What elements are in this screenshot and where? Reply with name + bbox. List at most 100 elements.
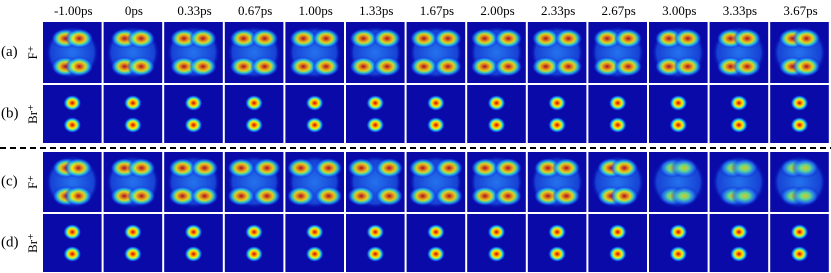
image-cell <box>43 85 102 143</box>
image-cell <box>346 85 405 143</box>
lobe <box>733 28 762 49</box>
lobe <box>554 28 583 49</box>
image-cell <box>43 214 102 272</box>
spot <box>729 246 748 262</box>
lobe <box>792 28 821 49</box>
lobe <box>792 56 821 77</box>
lobe <box>189 28 217 49</box>
spot <box>548 95 567 111</box>
row-label: (c) <box>1 173 18 189</box>
lobe <box>189 56 217 77</box>
column-label: 2.00ps <box>480 3 514 18</box>
column-label: 3.33ps <box>723 3 757 18</box>
lobe <box>673 56 702 77</box>
lobe <box>349 28 378 49</box>
lobe <box>494 28 523 49</box>
lobe <box>64 186 93 206</box>
lobe <box>470 56 499 77</box>
column-label: 0ps <box>125 3 143 18</box>
spot <box>123 224 142 240</box>
lobe <box>673 28 702 49</box>
image-cell <box>527 85 587 143</box>
lobe <box>730 186 759 206</box>
lobe <box>470 186 499 206</box>
lobe <box>312 28 341 49</box>
spot <box>123 95 142 111</box>
lobe <box>65 28 94 49</box>
row-label: (a) <box>1 44 18 60</box>
lobe <box>614 56 643 77</box>
image-cell <box>346 214 405 272</box>
spot <box>245 95 264 111</box>
lobe <box>470 28 499 49</box>
lobe <box>250 56 279 77</box>
spot <box>366 117 385 133</box>
column-label: 1.67ps <box>420 3 454 18</box>
lobe <box>552 186 581 206</box>
image-cell <box>164 214 223 272</box>
spot <box>63 95 82 111</box>
column-label: 1.33ps <box>359 3 393 18</box>
lobe <box>252 186 281 206</box>
ion-label: F⁺ <box>25 45 40 59</box>
lobe <box>168 158 197 178</box>
lobe <box>252 158 281 178</box>
lobe <box>433 28 462 49</box>
lobe <box>610 158 639 178</box>
image-cell <box>164 85 223 143</box>
lobe <box>190 158 219 178</box>
lobe <box>730 158 759 178</box>
lobe <box>314 186 343 206</box>
spot <box>669 246 688 262</box>
lobe <box>409 56 438 77</box>
spot <box>184 246 203 262</box>
spot <box>487 95 506 111</box>
lobe <box>791 186 820 206</box>
image-cell <box>224 214 284 272</box>
column-label: -1.00ps <box>54 3 93 18</box>
spot <box>487 117 506 133</box>
lobe <box>614 28 643 49</box>
spot <box>123 246 142 262</box>
lobe <box>433 56 462 77</box>
lobe <box>65 56 94 77</box>
column-label: 2.67ps <box>602 3 636 18</box>
ion-label: Br⁺ <box>25 104 40 124</box>
spot <box>487 246 506 262</box>
lobe <box>531 28 560 49</box>
lobe <box>190 186 219 206</box>
spot <box>426 95 445 111</box>
spot <box>305 224 324 240</box>
spot <box>184 117 203 133</box>
lobe <box>670 158 699 178</box>
spot <box>123 117 142 133</box>
spot <box>184 95 203 111</box>
spot <box>548 224 567 240</box>
column-label: 2.33ps <box>541 3 575 18</box>
image-cell <box>709 214 769 272</box>
lobe <box>408 158 437 178</box>
lobe <box>670 186 699 206</box>
spot <box>608 246 627 262</box>
image-cell <box>527 214 587 272</box>
lobe <box>286 186 315 206</box>
lobe <box>227 158 256 178</box>
image-cell <box>649 85 708 143</box>
spot <box>245 224 264 240</box>
spot <box>245 117 264 133</box>
ion-label: Br⁺ <box>25 233 40 253</box>
lobe <box>409 28 438 49</box>
spot <box>305 117 324 133</box>
lobe <box>289 56 318 77</box>
lobe <box>375 186 404 206</box>
spot <box>305 246 324 262</box>
spot <box>245 246 264 262</box>
column-label: 1.00ps <box>299 3 333 18</box>
spot <box>608 95 627 111</box>
image-cell <box>770 214 829 272</box>
lobe <box>373 56 402 77</box>
lobe <box>494 186 523 206</box>
image-cell <box>467 214 526 272</box>
lobe <box>168 186 197 206</box>
spot <box>669 224 688 240</box>
